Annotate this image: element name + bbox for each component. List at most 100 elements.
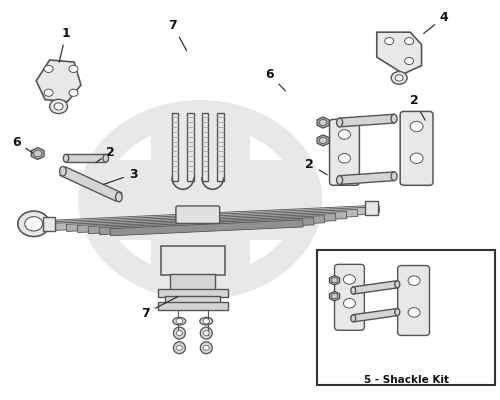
FancyBboxPatch shape	[398, 266, 430, 336]
Text: 6: 6	[12, 136, 33, 153]
Ellipse shape	[174, 342, 186, 354]
Bar	[56, 209, 358, 230]
Text: 5 - Shackle Kit: 5 - Shackle Kit	[364, 374, 449, 384]
Text: 4: 4	[424, 11, 448, 34]
Circle shape	[331, 294, 338, 299]
Text: 7: 7	[141, 297, 178, 320]
Circle shape	[50, 99, 68, 114]
Circle shape	[204, 345, 209, 350]
Circle shape	[395, 75, 403, 81]
FancyBboxPatch shape	[334, 264, 364, 330]
Bar	[160, 246, 225, 276]
Circle shape	[69, 89, 78, 96]
Circle shape	[384, 38, 394, 45]
Bar	[339, 114, 394, 127]
Bar	[352, 308, 398, 322]
Circle shape	[404, 38, 413, 45]
Bar	[34, 205, 380, 228]
Bar	[366, 201, 378, 215]
Circle shape	[410, 121, 423, 132]
Bar	[166, 296, 220, 304]
Bar	[66, 212, 347, 232]
Bar	[188, 113, 194, 181]
Circle shape	[344, 275, 355, 284]
Circle shape	[410, 153, 423, 164]
Polygon shape	[31, 148, 44, 160]
Bar	[317, 250, 495, 385]
Polygon shape	[36, 60, 81, 102]
Ellipse shape	[200, 317, 212, 325]
Ellipse shape	[103, 154, 108, 162]
Ellipse shape	[200, 342, 212, 354]
Bar	[77, 214, 336, 232]
FancyBboxPatch shape	[176, 206, 220, 224]
Circle shape	[331, 278, 338, 283]
Text: 2: 2	[306, 158, 327, 175]
Bar	[44, 207, 368, 229]
Ellipse shape	[351, 315, 356, 322]
Bar	[88, 216, 325, 234]
Circle shape	[176, 318, 182, 324]
Circle shape	[25, 217, 42, 231]
Polygon shape	[330, 291, 340, 301]
Circle shape	[54, 103, 63, 110]
Bar	[99, 218, 314, 235]
Bar	[66, 154, 106, 162]
Bar	[202, 113, 208, 181]
Circle shape	[176, 345, 182, 350]
Ellipse shape	[64, 154, 69, 162]
Text: 2: 2	[96, 146, 115, 163]
Ellipse shape	[336, 176, 342, 184]
Circle shape	[344, 298, 355, 308]
Circle shape	[204, 331, 209, 336]
Circle shape	[408, 276, 420, 286]
Bar	[217, 113, 224, 181]
Text: 2: 2	[410, 94, 425, 120]
Bar	[352, 281, 398, 294]
Circle shape	[69, 65, 78, 72]
Circle shape	[34, 150, 42, 157]
Ellipse shape	[395, 308, 400, 316]
Bar	[91, 160, 310, 240]
Circle shape	[404, 57, 413, 64]
Polygon shape	[317, 117, 329, 128]
Bar	[42, 217, 55, 231]
Circle shape	[203, 318, 209, 324]
Ellipse shape	[173, 317, 186, 325]
Polygon shape	[317, 135, 329, 146]
Text: 3: 3	[104, 168, 138, 184]
Text: 7: 7	[168, 19, 186, 50]
Ellipse shape	[336, 118, 342, 127]
Circle shape	[18, 211, 50, 236]
Bar	[158, 302, 228, 310]
Bar	[172, 113, 178, 181]
Bar	[60, 167, 122, 201]
Text: 6: 6	[266, 68, 285, 91]
Circle shape	[408, 308, 420, 317]
FancyBboxPatch shape	[400, 112, 433, 185]
Ellipse shape	[391, 172, 397, 181]
Text: 1: 1	[59, 27, 70, 62]
Bar	[339, 172, 394, 184]
Circle shape	[44, 89, 53, 96]
Circle shape	[338, 130, 350, 139]
Ellipse shape	[200, 327, 212, 339]
Circle shape	[176, 331, 182, 336]
Circle shape	[338, 154, 350, 163]
FancyBboxPatch shape	[330, 119, 360, 185]
Ellipse shape	[395, 281, 400, 288]
Ellipse shape	[116, 192, 122, 202]
Ellipse shape	[174, 327, 186, 339]
Bar	[170, 274, 215, 291]
Bar	[150, 113, 250, 287]
Polygon shape	[377, 32, 422, 74]
Ellipse shape	[60, 166, 66, 176]
Polygon shape	[330, 276, 340, 285]
Ellipse shape	[391, 114, 397, 123]
Circle shape	[44, 65, 53, 72]
Ellipse shape	[351, 287, 356, 294]
Bar	[158, 289, 228, 297]
Circle shape	[391, 72, 407, 84]
Circle shape	[320, 120, 327, 126]
Circle shape	[320, 137, 327, 144]
